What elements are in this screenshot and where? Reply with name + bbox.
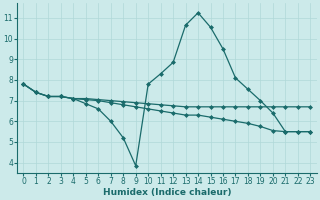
- X-axis label: Humidex (Indice chaleur): Humidex (Indice chaleur): [103, 188, 231, 197]
